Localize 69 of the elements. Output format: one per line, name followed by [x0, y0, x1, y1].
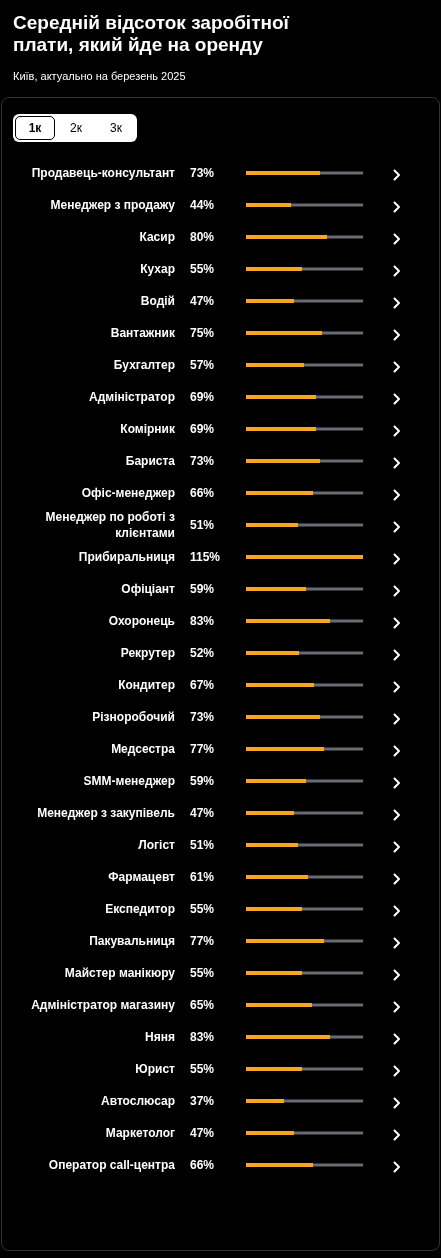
data-label: 65%: [190, 998, 215, 1012]
y-tick-label: Кондитер: [118, 678, 175, 693]
y-tick-label: Офіс-менеджер: [81, 486, 175, 501]
y-tick-label: Менеджер з продажу: [50, 198, 176, 213]
data-label: 66%: [190, 486, 215, 500]
y-tick-label: Менеджер по роботі з клієнтами: [45, 510, 176, 540]
y-tick-label: Юрист: [135, 1062, 176, 1077]
data-label: 51%: [190, 518, 215, 532]
data-label: 44%: [190, 198, 215, 212]
data-label: 59%: [190, 582, 215, 596]
y-tick-label: Касир: [139, 230, 175, 245]
y-tick-label: Рекрутер: [120, 646, 175, 661]
data-label: 55%: [190, 902, 215, 916]
data-label: 73%: [190, 454, 215, 468]
y-tick-label: Фармацевт: [108, 870, 176, 885]
y-tick-label: Оператор call-центра: [48, 1158, 176, 1173]
data-label: 47%: [190, 294, 215, 308]
y-tick-label: Прибиральниця: [78, 550, 175, 565]
data-label: 69%: [190, 390, 215, 404]
data-label: 69%: [190, 422, 215, 436]
data-label: 115%: [190, 550, 221, 564]
y-tick-label: Експедитор: [105, 902, 175, 917]
data-label: 67%: [190, 678, 215, 692]
data-label: 51%: [190, 838, 215, 852]
y-tick-label: Бухгалтер: [113, 358, 175, 373]
data-label: 57%: [190, 358, 215, 372]
data-label: 37%: [190, 1094, 215, 1108]
text: 3к: [109, 120, 123, 137]
data-label: 75%: [190, 326, 215, 340]
chart-title: Середній відсоток заробітної плати, який йде на оренду: [13, 12, 291, 56]
data-label: 59%: [190, 774, 215, 788]
data-label: 55%: [190, 1062, 215, 1076]
y-tick-label: Бариста: [125, 454, 176, 469]
y-tick-label: Комірник: [120, 422, 176, 437]
data-label: 80%: [190, 230, 215, 244]
data-label: 52%: [190, 646, 215, 660]
data-label: 47%: [190, 1126, 215, 1140]
y-tick-label: Маркетолог: [105, 1126, 175, 1141]
y-tick-label: Офіціант: [121, 582, 176, 597]
data-label: 83%: [190, 1030, 215, 1044]
y-tick-label: Майстер манікюру: [64, 966, 176, 981]
y-tick-label: Адміністратор: [88, 390, 175, 405]
y-tick-label: Охоронець: [108, 614, 175, 629]
data-label: 77%: [190, 934, 215, 948]
y-tick-label: Продавець-консультант: [31, 166, 176, 181]
y-tick-label: Няня: [145, 1030, 175, 1045]
y-tick-label: Менеджер з закупівель: [37, 806, 175, 821]
y-tick-label: Адміністратор магазину: [31, 998, 176, 1013]
y-tick-label: Пакувальниця: [89, 934, 175, 949]
data-label: 47%: [190, 806, 215, 820]
y-tick-label: SMM-менеджер: [83, 774, 175, 789]
data-label: 73%: [190, 166, 215, 180]
text: 2к: [69, 120, 83, 137]
text: Київ, актуально на березень 2025: [13, 70, 186, 82]
y-tick-label: Кухар: [140, 262, 175, 277]
text: 1к: [15, 116, 55, 140]
y-tick-label: Автослюсар: [101, 1094, 175, 1109]
data-label: 66%: [190, 1158, 215, 1172]
data-label: 55%: [190, 966, 215, 980]
data-label: 83%: [190, 614, 215, 628]
y-tick-label: Вантажник: [110, 326, 176, 341]
y-tick-label: Різноробочий: [92, 710, 175, 725]
data-label: 55%: [190, 262, 215, 276]
y-tick-label: Водій: [140, 294, 175, 309]
y-tick-label: Логіст: [138, 838, 176, 853]
y-tick-label: Медсестра: [111, 742, 176, 757]
data-label: 73%: [190, 710, 215, 724]
data-label: 61%: [190, 870, 215, 884]
data-label: 77%: [190, 742, 215, 756]
